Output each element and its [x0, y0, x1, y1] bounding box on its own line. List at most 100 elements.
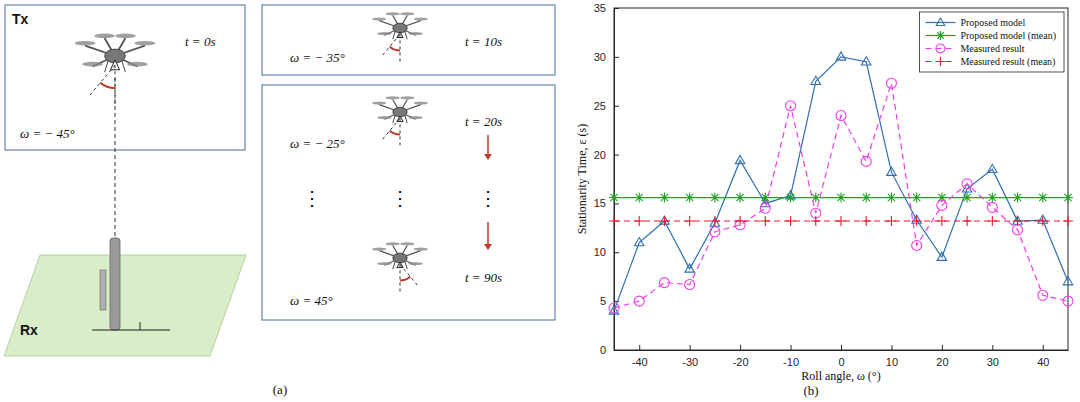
- drone-rotor: [414, 102, 428, 105]
- series-marker: [760, 216, 770, 226]
- panel-a: TxRxt = 0sω = − 45°t = 10sω = − 35°t = 2…: [4, 5, 555, 397]
- drone-rotor: [115, 33, 136, 38]
- x-axis-title: Roll angle, ω (°): [801, 369, 880, 383]
- rx-label: Rx: [20, 322, 38, 338]
- angle-label: ω = − 25°: [290, 136, 345, 151]
- series-marker: [987, 202, 997, 212]
- series-marker: [887, 167, 897, 175]
- angle-arc: [390, 131, 400, 135]
- series: [609, 193, 1073, 203]
- x-axis: -40-30-20-10010203040: [615, 345, 1069, 368]
- series-marker: [811, 193, 821, 203]
- series-marker: [836, 110, 846, 120]
- drone: [372, 96, 428, 145]
- series-marker: [685, 216, 695, 226]
- x-tick: -20: [733, 345, 749, 368]
- drone-rotor: [386, 96, 400, 99]
- series-marker: [1013, 193, 1023, 203]
- series-marker: [937, 193, 947, 203]
- y-tick-mark: [614, 106, 619, 107]
- ground-plane: [4, 255, 246, 356]
- series-marker: [912, 240, 922, 250]
- series-marker: [811, 216, 821, 226]
- panel-b: -40-30-20-1001020304005101520253035Roll …: [575, 2, 1073, 398]
- legend-item: Measured result (mean): [925, 56, 1055, 68]
- y-tick-label: 0: [600, 344, 606, 356]
- series-marker: [760, 203, 770, 213]
- x-tick-mark: [690, 345, 691, 350]
- y-tick-mark: [614, 57, 619, 58]
- y-tick-label: 25: [594, 100, 606, 112]
- series-marker: [861, 216, 871, 226]
- drone-rotor: [386, 12, 400, 15]
- tx-label: Tx: [12, 11, 29, 27]
- drone-rotor: [372, 18, 386, 21]
- legend-label: Proposed model (mean): [960, 30, 1056, 42]
- x-tick: -40: [632, 345, 648, 368]
- x-tick-label: -40: [632, 356, 648, 368]
- x-tick: 0: [838, 345, 844, 368]
- series-marker: [1038, 216, 1048, 226]
- series: [609, 78, 1073, 313]
- drone-rotor: [414, 18, 428, 21]
- series-marker: [1063, 216, 1073, 226]
- legend-marker: [936, 57, 945, 66]
- x-tick: 20: [936, 345, 948, 368]
- figure: TxRxt = 0sω = − 45°t = 10sω = − 35°t = 2…: [0, 0, 1080, 402]
- panel-label: (b): [803, 383, 818, 398]
- x-tick-mark: [791, 345, 792, 350]
- progress-arrowhead: [484, 244, 492, 250]
- drone-leg: [122, 61, 125, 73]
- y-tick-mark: [614, 252, 619, 253]
- time-label: t = 90s: [465, 270, 502, 285]
- legend-label: Measured result: [960, 43, 1024, 54]
- legend-line: [925, 48, 955, 49]
- series-marker: [685, 280, 695, 290]
- series-marker: [710, 216, 720, 226]
- y-tick-label: 20: [594, 149, 606, 161]
- legend-item: Proposed model (mean): [925, 30, 1056, 42]
- series-marker: [836, 193, 846, 203]
- x-tick-label: -10: [783, 356, 799, 368]
- series-marker: [861, 193, 871, 203]
- drone-rotor: [377, 32, 391, 35]
- series-line: [614, 57, 1068, 311]
- ellipsis: ⋮: [302, 187, 322, 209]
- drone-leg: [393, 31, 395, 39]
- drone-rotor: [408, 262, 422, 265]
- series-marker: [1063, 296, 1073, 306]
- x-tick-mark: [891, 345, 892, 350]
- series-marker: [609, 216, 619, 226]
- legend-item: Proposed model: [925, 17, 1025, 28]
- drone-rotor: [127, 62, 148, 67]
- y-tick-mark: [614, 350, 619, 351]
- series-marker: [1063, 193, 1073, 203]
- x-tick-mark: [841, 345, 842, 350]
- series-marker: [937, 216, 947, 226]
- tilt-line: [383, 118, 400, 139]
- drone-leg: [105, 61, 108, 73]
- series-marker: [886, 78, 896, 88]
- series-marker: [962, 179, 972, 189]
- x-tick-mark: [942, 345, 943, 350]
- series-marker: [735, 193, 745, 203]
- antenna-side: [100, 270, 106, 310]
- series-marker: [836, 52, 846, 60]
- y-tick: 25: [594, 100, 619, 112]
- y-axis: 05101520253035: [594, 2, 619, 356]
- drone-rotor: [135, 41, 156, 46]
- legend-label: Proposed model: [960, 17, 1025, 28]
- tilt-line: [400, 264, 417, 285]
- ellipsis: ⋮: [478, 187, 498, 209]
- series-marker: [962, 193, 972, 203]
- drone: [372, 12, 428, 61]
- series-marker: [634, 216, 644, 226]
- series-marker: [988, 164, 998, 172]
- series-marker: [659, 216, 669, 226]
- y-tick-label: 35: [594, 2, 606, 14]
- series-marker: [634, 193, 644, 203]
- x-tick: -10: [783, 345, 799, 368]
- y-tick-mark: [614, 301, 619, 302]
- y-tick-mark: [614, 155, 619, 156]
- legend-line: [925, 22, 955, 23]
